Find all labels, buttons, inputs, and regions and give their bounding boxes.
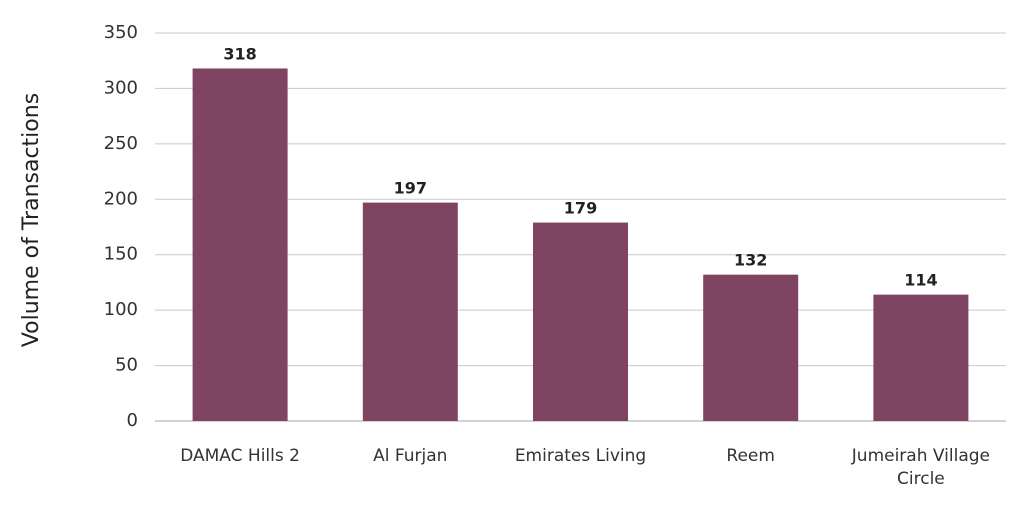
x-tick-label-line: Emirates Living bbox=[515, 446, 646, 466]
data-label: 318 bbox=[223, 44, 256, 63]
y-tick-label: 100 bbox=[104, 299, 138, 320]
y-tick-label: 300 bbox=[104, 77, 138, 98]
y-tick-label: 200 bbox=[104, 188, 138, 209]
data-label: 114 bbox=[904, 271, 937, 290]
y-axis-label: Volume of Transactions bbox=[19, 93, 44, 347]
x-tick-label-line: Jumeirah Village bbox=[851, 446, 990, 466]
x-tick-label: DAMAC Hills 2 bbox=[180, 446, 300, 466]
x-tick-label-line: Al Furjan bbox=[373, 446, 447, 466]
data-label: 132 bbox=[734, 251, 767, 270]
x-tick-label-line: DAMAC Hills 2 bbox=[180, 446, 300, 466]
x-tick-label: Al Furjan bbox=[373, 446, 447, 466]
y-axis-ticks: 0 50 100 150 200 250 300 350 bbox=[104, 22, 138, 431]
bar bbox=[192, 68, 288, 421]
x-tick-label-line: Circle bbox=[897, 469, 945, 489]
data-label: 179 bbox=[564, 199, 597, 218]
x-tick-label-line: Reem bbox=[726, 446, 775, 466]
bar bbox=[533, 222, 628, 421]
x-tick-label: Reem bbox=[726, 446, 775, 466]
x-tick-label: Jumeirah Village Circle bbox=[851, 446, 990, 489]
bars bbox=[192, 68, 969, 421]
y-tick-label: 350 bbox=[104, 22, 138, 43]
y-tick-label: 250 bbox=[104, 133, 138, 154]
y-tick-label: 50 bbox=[115, 355, 138, 376]
data-label: 197 bbox=[394, 179, 427, 198]
bar bbox=[703, 274, 799, 421]
x-tick-label: Emirates Living bbox=[515, 446, 646, 466]
x-axis-ticks: DAMAC Hills 2 Al Furjan Emirates Living Ree… bbox=[180, 446, 990, 489]
y-tick-label: 150 bbox=[104, 244, 138, 265]
bar bbox=[362, 202, 458, 421]
y-tick-label: 0 bbox=[127, 410, 138, 431]
data-labels: 318 197 179 132 114 bbox=[223, 44, 937, 289]
bar bbox=[873, 294, 969, 421]
